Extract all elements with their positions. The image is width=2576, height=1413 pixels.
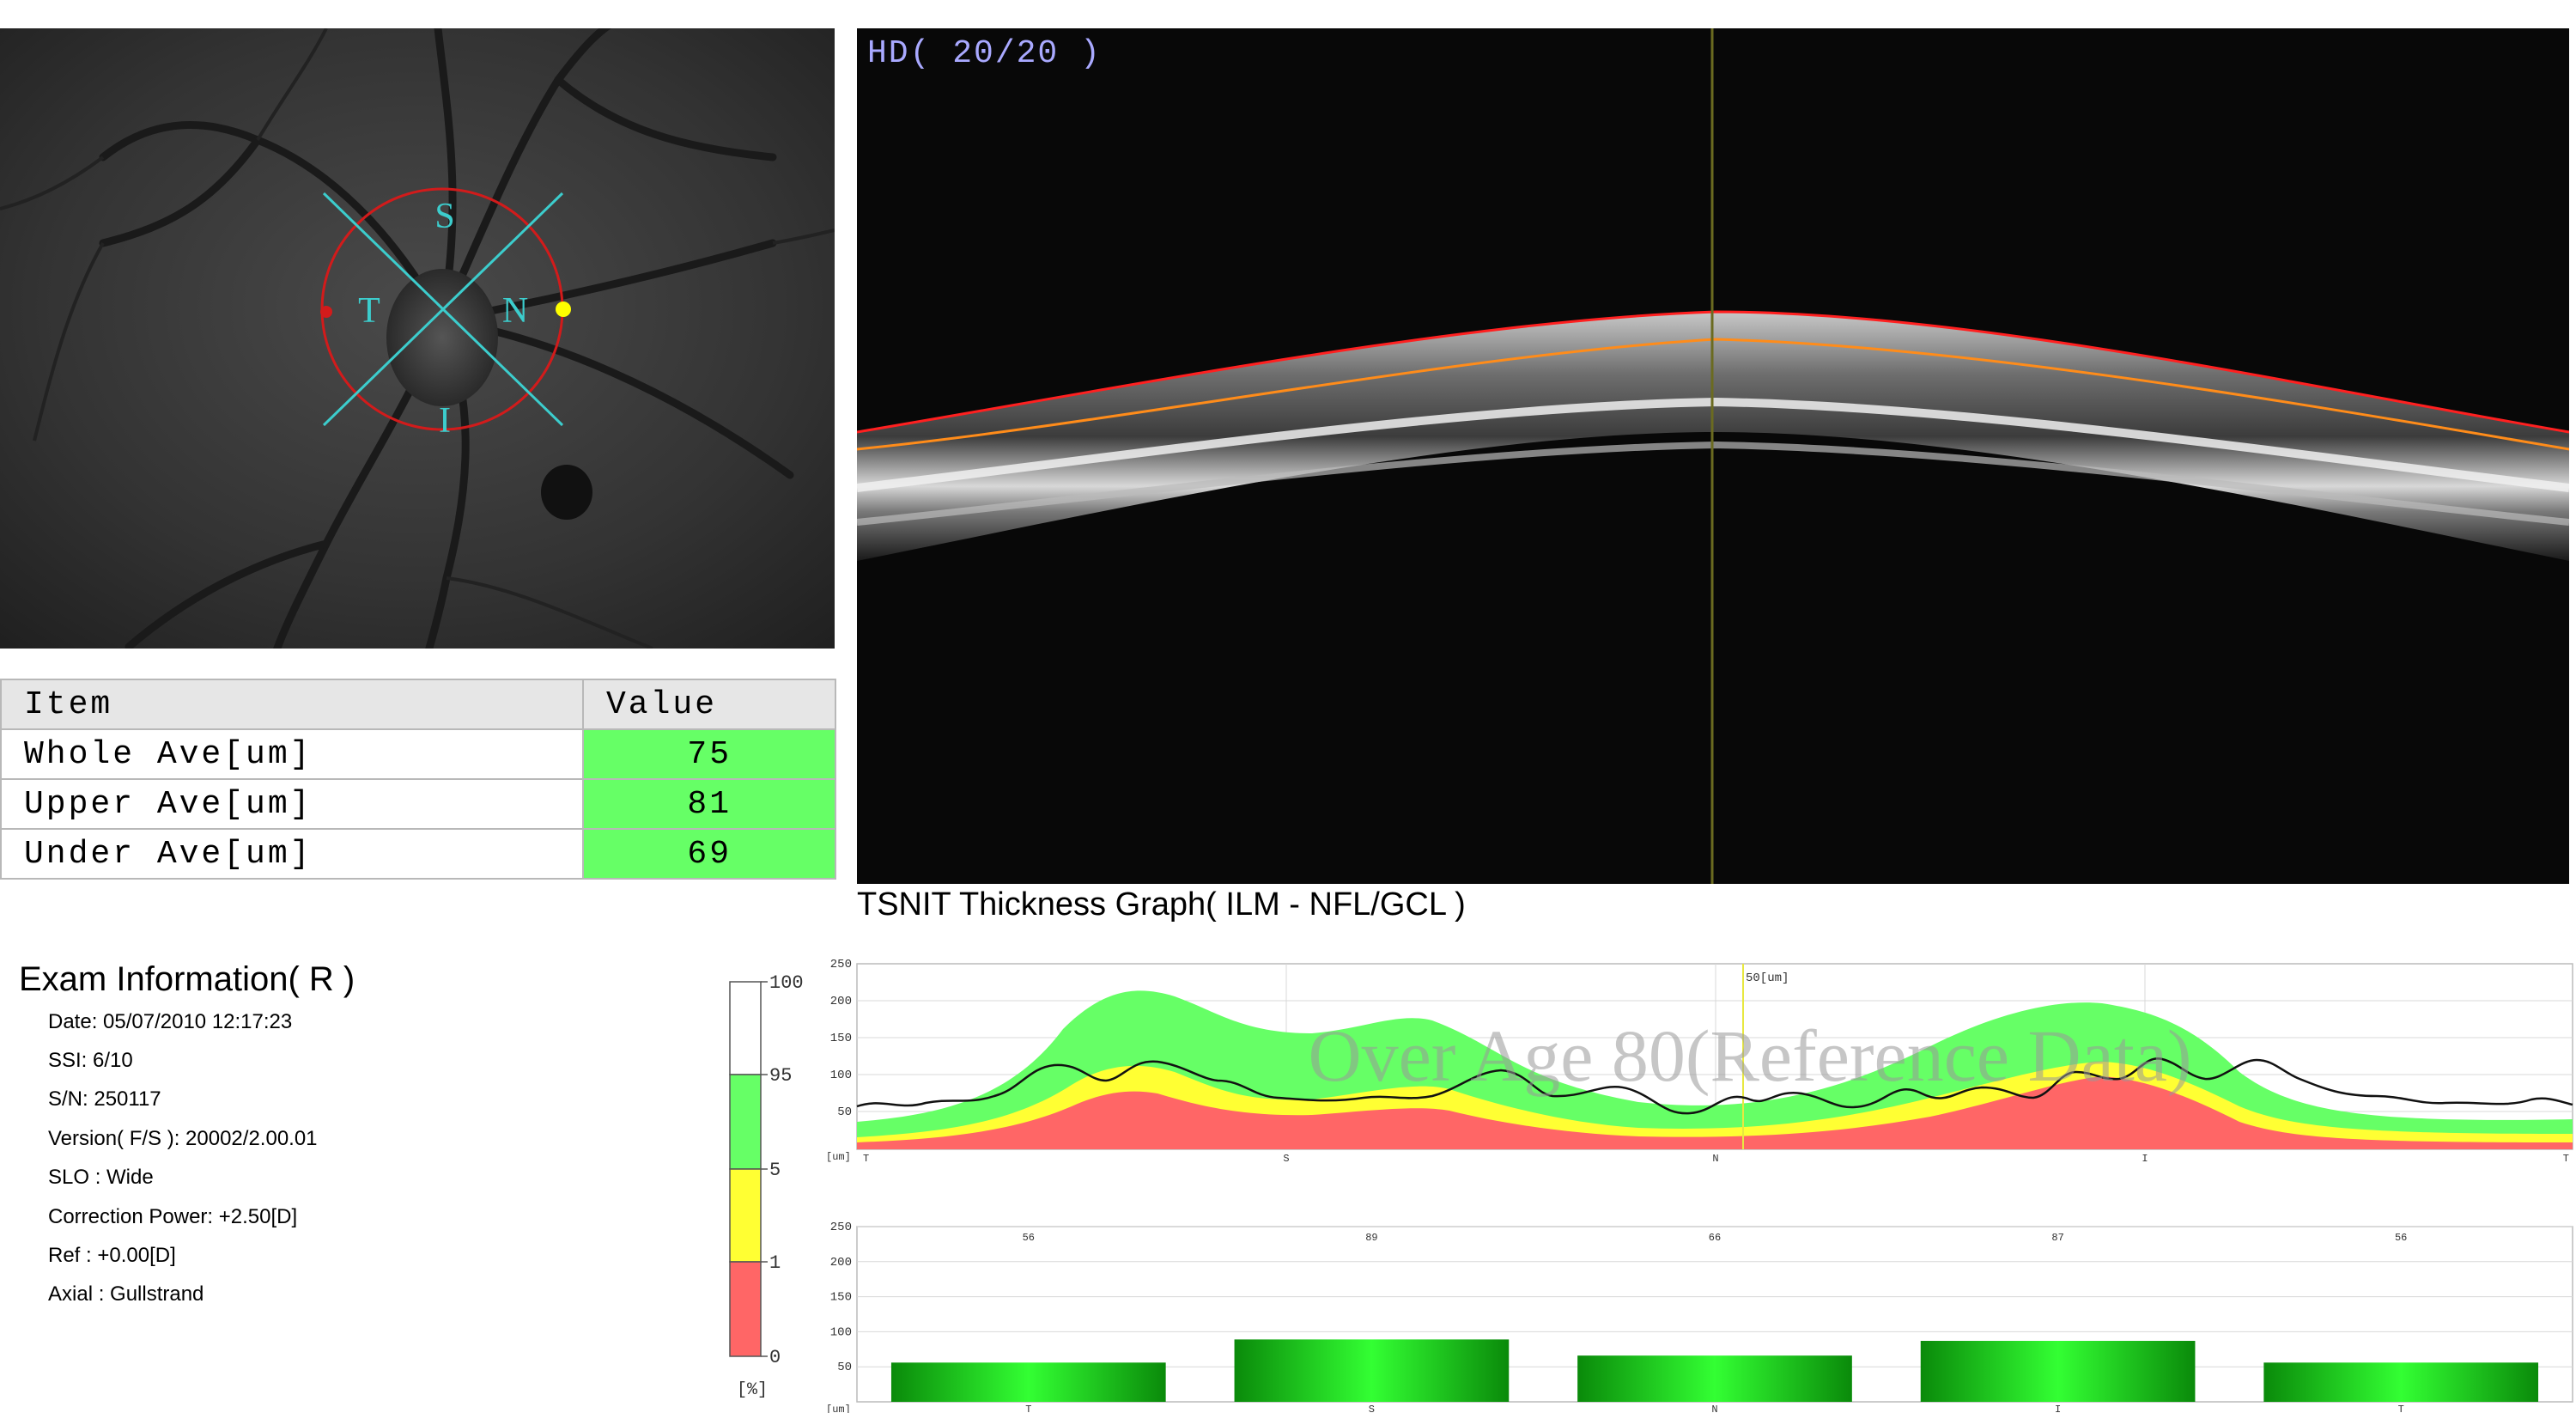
graph-cursor-label: 50[um] [1746,971,1789,985]
thickness-value-table: Item Value Whole Ave[um] 75 Upper Ave[um… [0,679,836,880]
table-row: Upper Ave[um] 81 [0,778,836,830]
bar-y-tick-200: 200 [830,1256,852,1270]
row-value-under: 69 [582,828,836,880]
bar-y-tick-150: 150 [830,1291,852,1305]
patient-thickness-line [856,1057,2573,1115]
quadrant-divider-2 [322,192,564,427]
nasal-marker-yellow[interactable] [556,301,571,317]
scale-tick-95: 95 [769,1065,792,1087]
row-item-upper: Upper Ave[um] [0,778,584,830]
nfl-gcl-boundary [857,338,2569,451]
bscan-svg [857,28,2569,884]
exam-ref: Ref : +0.00[D] [48,1244,176,1267]
bar-chart-y-ticks: 250 200 150 100 50 [830,1221,852,1374]
exam-info-title: Exam Information( R ) [19,960,355,998]
small-vessels [0,28,835,649]
sector-bar-3 [1920,1341,2196,1402]
exam-serial: S/N: 250117 [48,1087,161,1111]
table-header-row: Item Value [0,679,836,730]
x-label-i: I [2142,1153,2148,1165]
x-label-t-start: T [863,1153,869,1165]
sector-value-0: 56 [1023,1232,1035,1244]
percentile-scale-svg: 100 95 5 1 0 [%] [729,972,804,1400]
quadrant-label-superior: S [434,197,454,236]
scale-green-band [729,1074,762,1170]
hd-quality-label: HD( 20/20 ) [867,35,1102,72]
retina-tissue [857,312,2569,561]
x-label-t-end: T [2563,1153,2569,1165]
sector-average-bar-chart: 250 200 150 100 50 56 89 66 87 56 T S N I T [um] [814,1211,2576,1413]
scale-white-band [729,981,762,1075]
tsnit-graph-title: TSNIT Thickness Graph( ILM - NFL/GCL ) [857,886,1466,923]
tsnit-thickness-graph: 50[um] Over Age 80(Reference Data) 250 2… [814,952,2576,1165]
tsnit-graph-svg: 50[um] Over Age 80(Reference Data) 250 2… [826,958,2573,1165]
bar-y-tick-250: 250 [830,1221,852,1234]
bar-y-tick-100: 100 [830,1325,852,1339]
y-tick-50: 50 [837,1105,852,1119]
exam-axial: Axial : Gullstrand [48,1282,204,1306]
exam-ssi: SSI: 6/10 [48,1049,133,1072]
row-item-under: Under Ave[um] [0,828,584,880]
bar-chart-bars [890,1339,2539,1402]
sector-value-3: 87 [2051,1232,2063,1244]
table-row: Whole Ave[um] 75 [0,728,836,780]
y-tick-200: 200 [830,995,852,1008]
exam-slo: SLO : Wide [48,1166,154,1189]
optic-disc [386,269,498,406]
y-tick-100: 100 [830,1069,852,1082]
header-value: Value [582,679,836,730]
bar-y-tick-50: 50 [837,1361,852,1374]
graph-unit-label: [um] [826,1151,851,1163]
bar-chart-svg: 250 200 150 100 50 56 89 66 87 56 T S N I T [um] [826,1221,2573,1413]
sector-label-0: T [1025,1404,1031,1413]
rpe-layer [857,397,2569,492]
ilm-boundary [857,310,2569,434]
oct-bscan-image: HD( 20/20 ) [857,28,2569,884]
sector-label-2: N [1711,1404,1717,1413]
scale-red-band [729,1261,762,1357]
temporal-marker [320,306,332,318]
scale-tick-5: 5 [769,1160,781,1181]
scale-unit: [%] [737,1380,768,1400]
sector-value-1: 89 [1365,1232,1377,1244]
sector-bar-0 [890,1362,1166,1402]
x-label-n: N [1712,1153,1718,1165]
sector-value-2: 66 [1709,1232,1721,1244]
choroid-layer [857,441,2569,526]
scale-tick-1: 1 [769,1252,781,1274]
dark-spot [541,465,592,520]
reference-data-watermark: Over Age 80(Reference Data) [1308,1014,2191,1097]
outside-normal-red [857,1076,2573,1149]
scale-tick-0: 0 [769,1347,781,1368]
exam-correction-power: Correction Power: +2.50[D] [48,1205,298,1228]
fundus-svg: S T N I [0,28,835,649]
fundus-image: S T N I [0,28,835,649]
sector-label-4: T [2398,1404,2404,1413]
sector-label-3: I [2055,1404,2061,1413]
scale-yellow-band [729,1168,762,1263]
quadrant-label-inferior: I [439,401,451,441]
sector-label-1: S [1369,1404,1375,1413]
row-value-whole: 75 [582,728,836,780]
quadrant-label-temporal: T [358,291,380,331]
sector-bar-2 [1577,1355,1852,1402]
exam-version: Version( F/S ): 20002/2.00.01 [48,1127,318,1150]
x-label-s: S [1283,1153,1289,1165]
bar-chart-value-labels: 56 89 66 87 56 [1023,1232,2408,1244]
sector-bar-1 [1234,1339,1510,1402]
sector-value-4: 56 [2395,1232,2407,1244]
exam-date: Date: 05/07/2010 12:17:23 [48,1010,293,1033]
percentile-scale: 100 95 5 1 0 [%] [704,960,876,1407]
y-tick-250: 250 [830,958,852,971]
table-row: Under Ave[um] 69 [0,828,836,880]
header-item: Item [0,679,584,730]
quadrant-label-nasal: N [502,291,528,331]
scale-tick-100: 100 [769,972,804,994]
y-tick-150: 150 [830,1032,852,1045]
sector-bar-4 [2263,1362,2539,1402]
row-value-upper: 81 [582,778,836,830]
bar-chart-unit-label: [um] [826,1404,851,1413]
row-item-whole: Whole Ave[um] [0,728,584,780]
